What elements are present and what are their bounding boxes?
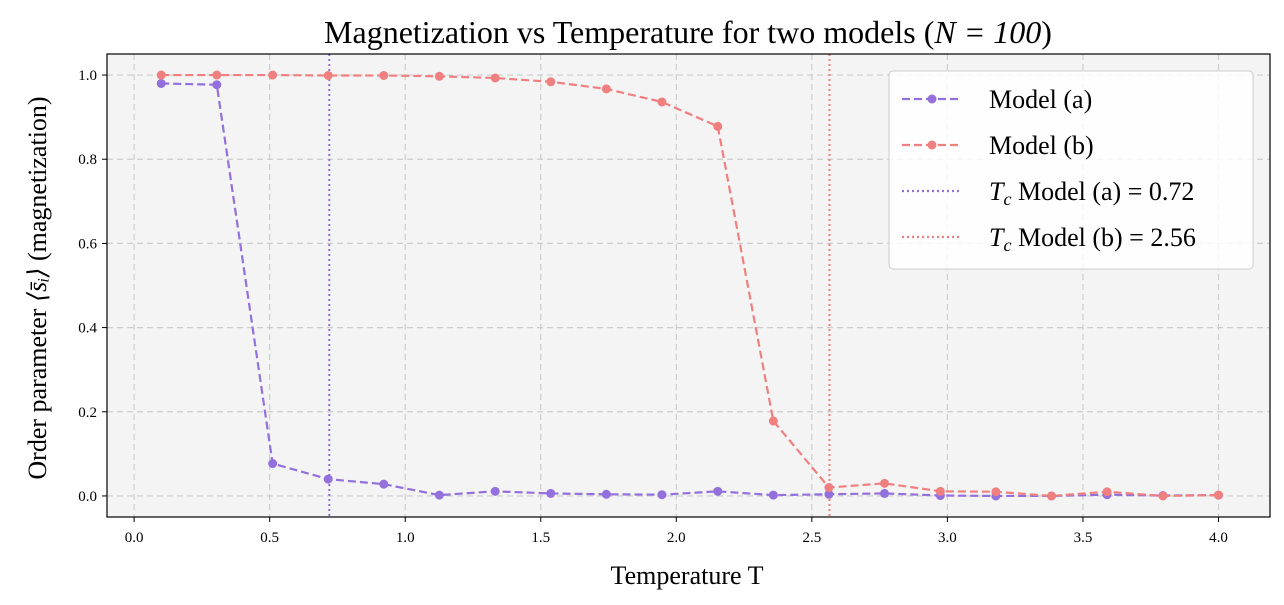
- data-point: [212, 70, 222, 80]
- legend-item: Model (a): [902, 85, 1092, 114]
- x-axis-ticks: 0.0 0.5 1.0 1.5 2.0 2.5 3.0 3.5 4.0: [125, 517, 1228, 546]
- legend-item: Tc Model (b) = 2.56: [902, 223, 1196, 255]
- data-point: [880, 478, 890, 488]
- data-point: [713, 121, 723, 131]
- data-point: [657, 490, 667, 500]
- data-point: [935, 486, 945, 496]
- legend-label: Tc Model (a) = 0.72: [989, 177, 1194, 209]
- series-line: [161, 82, 1219, 498]
- y-tick-label: 0.2: [78, 405, 97, 421]
- x-tick-label: 3.0: [938, 530, 957, 546]
- data-point: [156, 78, 166, 88]
- x-tick-label: 1.5: [531, 530, 550, 546]
- data-point: [824, 483, 834, 493]
- data-point: [434, 490, 444, 500]
- data-point: [546, 77, 556, 87]
- data-point: [991, 487, 1001, 497]
- data-point: [880, 488, 890, 498]
- data-point: [323, 70, 333, 80]
- data-point: [546, 488, 556, 498]
- legend-label: Tc Model (b) = 2.56: [989, 223, 1196, 255]
- y-tick-label: 0.4: [78, 321, 97, 337]
- data-point: [490, 486, 500, 496]
- data-point: [156, 70, 166, 80]
- data-point: [434, 71, 444, 81]
- data-point: [268, 70, 278, 80]
- y-axis-ticks: 0.0 0.2 0.4 0.6 0.8 1.0: [78, 68, 107, 505]
- x-tick-label: 3.5: [1074, 530, 1093, 546]
- data-point: [379, 70, 389, 80]
- x-tick-label: 0.0: [125, 530, 144, 546]
- grid-vertical: [133, 54, 1220, 517]
- critical-temperature-lines: [328, 54, 831, 517]
- legend-item: Model (b): [902, 131, 1094, 160]
- data-point: [824, 489, 834, 499]
- data-point: [212, 80, 222, 90]
- x-axis-label: Temperature T: [611, 561, 764, 590]
- data-point: [601, 489, 611, 499]
- data-point: [268, 459, 278, 469]
- data-point: [379, 479, 389, 489]
- legend-item: Tc Model (a) = 0.72: [902, 177, 1194, 209]
- y-axis-label: Order parameter ⟨s̄ᵢ⟩ (magnetization): [23, 96, 52, 479]
- y-tick-label: 0.0: [78, 489, 97, 505]
- x-tick-label: 2.0: [667, 530, 686, 546]
- data-point: [1213, 490, 1223, 500]
- data-point: [1102, 487, 1112, 497]
- legend-label: Model (b): [989, 131, 1094, 160]
- data-point: [323, 474, 333, 484]
- legend: Model (a) Model (b) Tc Model (a) = 0.72 Tc …: [888, 70, 1254, 270]
- data-point: [713, 486, 723, 496]
- x-tick-label: 0.5: [260, 530, 279, 546]
- plot-frame: [106, 53, 1271, 518]
- data-point: [1158, 491, 1168, 501]
- chart-title: Magnetization vs Temperature for two mod…: [324, 14, 1052, 50]
- data-series: [156, 70, 1223, 501]
- series-model-b: [156, 70, 1223, 501]
- data-point: [657, 97, 667, 107]
- data-point: [490, 73, 500, 83]
- y-tick-label: 0.8: [78, 152, 97, 168]
- data-point: [768, 416, 778, 426]
- data-point: [1046, 491, 1056, 501]
- legend-box: [888, 70, 1254, 270]
- series-line: [161, 73, 1219, 498]
- data-point: [601, 84, 611, 94]
- x-tick-label: 2.5: [802, 530, 821, 546]
- legend-label: Model (a): [989, 85, 1092, 114]
- data-point: [768, 490, 778, 500]
- legend-marker: [927, 94, 937, 104]
- x-tick-label: 1.0: [396, 530, 415, 546]
- y-tick-label: 0.6: [78, 236, 97, 252]
- y-tick-label: 1.0: [78, 68, 97, 84]
- legend-marker: [927, 140, 937, 150]
- x-tick-label: 4.0: [1209, 530, 1228, 546]
